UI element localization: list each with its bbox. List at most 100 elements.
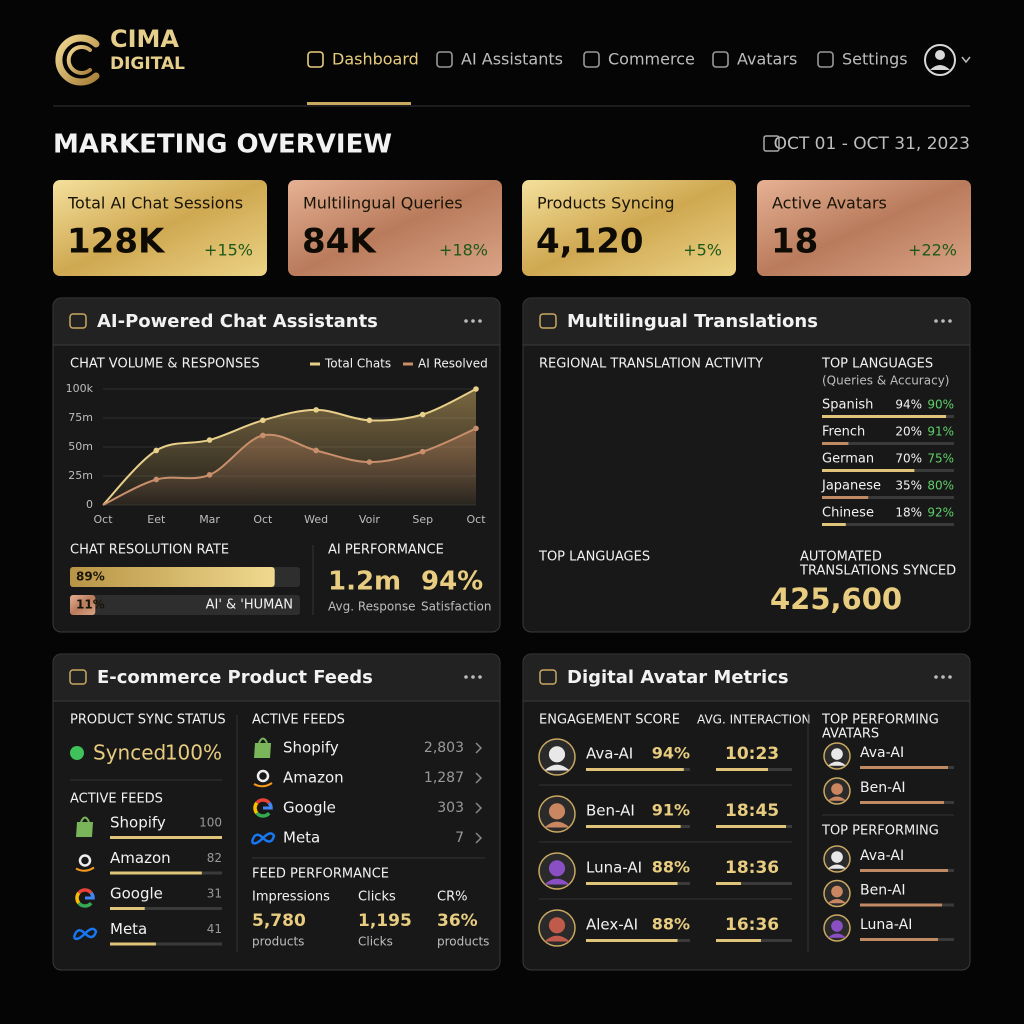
nav-item[interactable]: Dashboard [332,50,419,69]
metric-label: Satisfaction [421,600,491,614]
panel-menu-dot [934,675,938,679]
series-point [153,447,160,454]
panel-header [524,655,969,701]
bar-track [110,942,222,946]
panel-header [524,299,969,345]
nav-icon [307,51,324,68]
bar [70,567,275,587]
avatar-image [831,783,843,795]
avatar-image [544,878,570,885]
series-point [419,448,426,455]
chevron [475,802,483,814]
bar [822,415,947,418]
x-tick-label: Oct [253,513,273,526]
avatar-image [827,864,847,869]
series-area [103,428,476,505]
google-icon [255,811,271,818]
kpi-change: +5% [683,241,722,260]
section-title: AUTOMATED [800,550,882,565]
chart-title: CHAT VOLUME & RESPONSES [70,357,260,372]
google-icon [77,888,93,895]
nav-item[interactable]: Avatars [737,50,797,69]
feed-count: 2,803 [424,740,464,756]
series-point [260,432,266,439]
panel-menu-dot [464,675,468,679]
amazon-icon [78,854,92,867]
nav-item[interactable]: Commerce [608,50,695,69]
sync-status: Synced [93,741,166,765]
rank-bar [860,938,938,941]
section-title: ACTIVE FEEDS [70,792,163,807]
panel-menu-dot [464,319,468,323]
avatar-image [544,935,570,942]
metric-unit: products [437,935,489,949]
panel-menu-dot [948,319,952,323]
user-avatar[interactable] [924,44,971,76]
feed-value: 41 [207,922,222,936]
y-tick-label: 75m [68,411,93,424]
panel-menu-dot [934,319,938,323]
section-title: TOP LANGUAGES [538,550,650,565]
language-share: 70% [895,452,922,466]
chevron [475,742,483,754]
kpi-label: Total AI Chat Sessions [67,194,243,213]
avatar-name: Alex-AI [586,916,638,934]
language-accuracy: 75% [927,452,954,466]
avatar-image [831,748,843,760]
kpi-card [757,180,971,276]
shopify-icon [76,822,93,837]
chevron [475,772,483,784]
avatar-score: 94% [652,744,690,763]
language-share: 35% [895,479,922,493]
avatar-score: 88% [652,858,690,877]
meta-icon [72,927,98,941]
language-share: 94% [895,398,922,412]
kpi-label: Products Syncing [537,194,674,213]
nav-item[interactable]: Settings [842,50,908,69]
feed-value: 82 [207,851,222,865]
kpi-card [53,180,267,276]
page-title: MARKETING OVERVIEW [53,130,392,160]
feed-name: Meta [110,920,147,938]
bar [586,768,684,771]
avatar-image [548,860,566,877]
bar-value-label: 11% [76,598,105,612]
language-name: Chinese [822,506,874,521]
section-title: TRANSLATIONS SYNCED [799,564,956,579]
kpi-label: Active Avatars [772,194,887,213]
avatar-time: 16:36 [725,915,779,935]
panel [522,653,971,971]
language-accuracy: 91% [927,425,954,439]
avatar-name: Ava-AI [860,848,904,864]
kpi-value: 18 [771,222,818,262]
bar [586,882,678,885]
feed-name: Shopify [283,739,339,757]
legend-label: Total Chats [324,357,391,371]
bar [110,942,156,946]
shopify-icon [258,737,268,744]
bar [586,939,678,942]
shopify-icon [254,743,271,758]
avatar-image [827,899,847,904]
nav-icon [583,51,600,68]
language-name: German [822,452,874,467]
bar-value-label: 89% [76,570,105,584]
language-name: Japanese [821,479,881,494]
nav-icon [817,51,834,68]
kpi-card [288,180,502,276]
panel-header [54,655,499,701]
language-name: French [822,425,865,440]
x-tick-label: Eet [147,513,166,526]
kpi-label: Multilingual Queries [303,194,463,213]
bar [110,907,145,910]
nav-item[interactable]: AI Assistants [461,50,563,69]
metric-label: Clicks [358,890,396,905]
bar [586,825,681,828]
bar [110,836,222,839]
avatar-time: 10:23 [725,744,779,764]
avatar-image [544,821,570,828]
feed-name: Amazon [283,769,344,787]
y-tick-label: 0 [86,498,93,511]
avatar-score: 88% [652,915,690,934]
